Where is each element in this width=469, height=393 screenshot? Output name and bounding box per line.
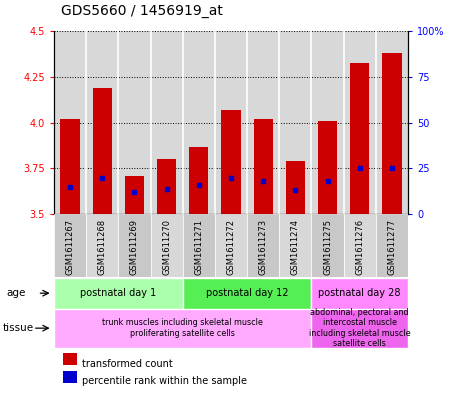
Text: GSM1611274: GSM1611274 — [291, 219, 300, 275]
Text: GSM1611272: GSM1611272 — [227, 219, 235, 275]
Text: GSM1611273: GSM1611273 — [259, 219, 268, 275]
Bar — [279, 214, 311, 277]
Bar — [157, 160, 176, 214]
Bar — [311, 214, 344, 277]
Bar — [254, 119, 273, 214]
Bar — [376, 214, 408, 277]
Text: GDS5660 / 1456919_at: GDS5660 / 1456919_at — [61, 4, 223, 18]
Bar — [183, 278, 311, 309]
Bar — [189, 147, 208, 214]
Bar — [54, 214, 86, 277]
Text: GSM1611269: GSM1611269 — [130, 219, 139, 275]
Text: GSM1611276: GSM1611276 — [355, 219, 364, 275]
Bar — [318, 121, 337, 214]
Bar — [54, 278, 183, 309]
Bar — [247, 214, 279, 277]
Bar — [183, 214, 215, 277]
Text: tissue: tissue — [2, 323, 33, 333]
Text: transformed count: transformed count — [82, 358, 173, 369]
Bar — [86, 214, 118, 277]
Text: age: age — [6, 288, 25, 298]
Bar — [63, 353, 77, 365]
Text: GSM1611277: GSM1611277 — [387, 219, 396, 275]
Text: GSM1611267: GSM1611267 — [66, 219, 75, 275]
Bar — [344, 214, 376, 277]
Text: GSM1611271: GSM1611271 — [194, 219, 203, 275]
Bar — [151, 214, 183, 277]
Bar — [61, 119, 80, 214]
Bar — [125, 176, 144, 214]
Text: abdominal, pectoral and
intercostal muscle
including skeletal muscle
satellite c: abdominal, pectoral and intercostal musc… — [309, 308, 410, 348]
Text: GSM1611275: GSM1611275 — [323, 219, 332, 275]
Bar — [221, 110, 241, 214]
Text: GSM1611270: GSM1611270 — [162, 219, 171, 275]
Text: postnatal day 28: postnatal day 28 — [318, 288, 401, 298]
Text: postnatal day 12: postnatal day 12 — [206, 288, 288, 298]
Bar — [54, 309, 311, 348]
Bar — [311, 309, 408, 348]
Bar — [382, 53, 401, 214]
Bar — [63, 371, 77, 383]
Bar — [350, 62, 370, 214]
Bar — [118, 214, 151, 277]
Bar — [286, 161, 305, 214]
Text: trunk muscles including skeletal muscle
proliferating satellite cells: trunk muscles including skeletal muscle … — [102, 318, 263, 338]
Bar — [92, 88, 112, 214]
Bar — [215, 214, 247, 277]
Text: GSM1611268: GSM1611268 — [98, 219, 107, 275]
Text: postnatal day 1: postnatal day 1 — [80, 288, 157, 298]
Bar — [311, 278, 408, 309]
Text: percentile rank within the sample: percentile rank within the sample — [82, 376, 247, 386]
